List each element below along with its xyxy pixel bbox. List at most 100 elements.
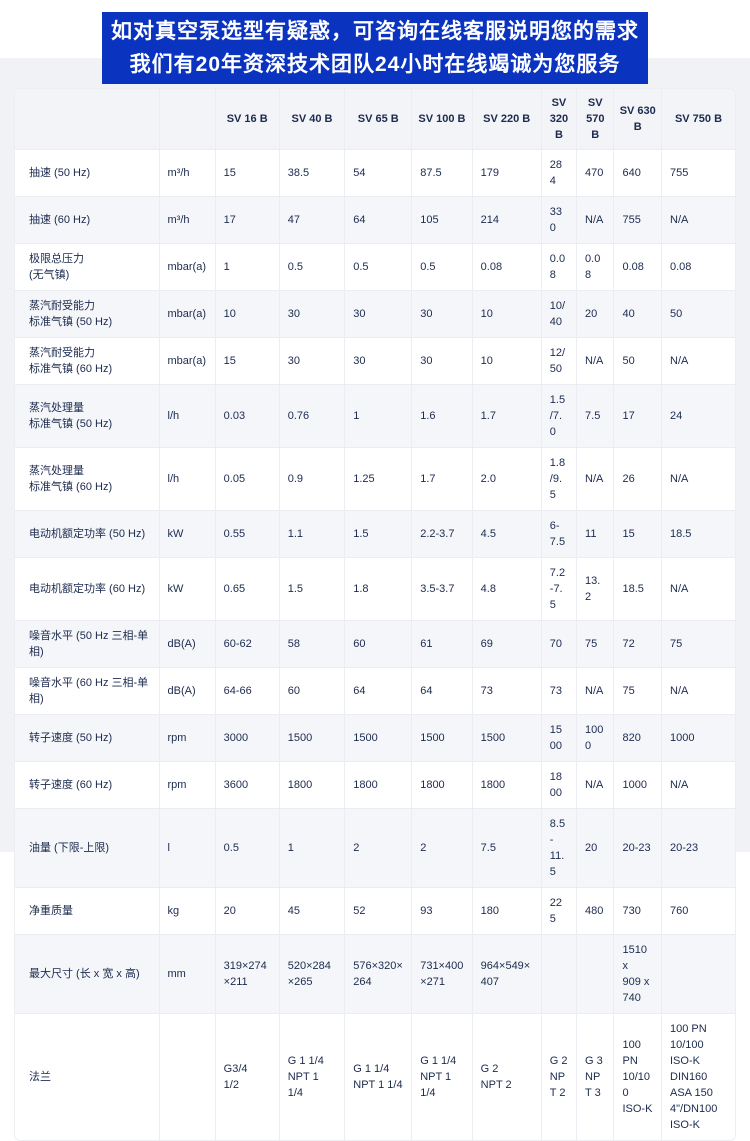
value-cell: 760 <box>661 887 735 935</box>
value-cell: N/A <box>661 196 735 244</box>
value-cell: 2 <box>411 808 473 888</box>
value-cell: 3000 <box>214 714 280 762</box>
value-cell: 2.2-3.7 <box>411 510 473 558</box>
value-cell: 20 <box>576 290 615 338</box>
value-cell: 1.8/9.5 <box>540 447 578 511</box>
value-cell: 20-23 <box>661 808 735 888</box>
value-cell: 12/50 <box>540 337 578 385</box>
value-cell: 75 <box>661 620 735 668</box>
value-cell: 8.5- 11.5 <box>540 808 578 888</box>
table-row: 蒸汽耐受能力 标准气镇 (50 Hz) mbar(a) 10 30 30 30 10 10/4… <box>15 290 735 338</box>
value-cell: 47 <box>278 196 346 244</box>
promo-banner-line1: 如对真空泵选型有疑惑，可咨询在线客服说明您的需求 <box>111 20 639 43</box>
value-cell: 731×400×271 <box>411 934 473 1014</box>
value-cell: 20-23 <box>613 808 662 888</box>
value-cell: 0.55 <box>214 510 280 558</box>
value-cell: 64-66 <box>214 667 280 715</box>
value-cell: 11 <box>576 510 615 558</box>
value-cell <box>576 934 615 1014</box>
value-cell: N/A <box>661 761 735 809</box>
value-cell: 0.08 <box>540 243 578 291</box>
unit-cell: rpm <box>158 714 216 762</box>
row-label: 蒸汽耐受能力 标准气镇 (60 Hz) <box>15 337 160 385</box>
value-cell: 10 <box>214 290 280 338</box>
column-header: SV 220 B <box>471 89 542 150</box>
value-cell: 2.0 <box>471 447 542 511</box>
value-cell: 64 <box>411 667 473 715</box>
value-cell: 20 <box>214 887 280 935</box>
value-cell: 75 <box>613 667 662 715</box>
value-cell: N/A <box>576 447 615 511</box>
value-cell: 30 <box>278 290 346 338</box>
value-cell: G3/4 1/2 <box>214 1013 280 1140</box>
value-cell: 50 <box>613 337 662 385</box>
table-row: 噪音水平 (50 Hz 三相-单相) dB(A) 60-62 58 60 61 69 70 75… <box>15 620 735 668</box>
value-cell: 0.05 <box>214 447 280 511</box>
value-cell: 1500 <box>411 714 473 762</box>
column-header: SV 16 B <box>214 89 280 150</box>
value-cell: 54 <box>344 149 413 197</box>
value-cell: 1500 <box>540 714 578 762</box>
value-cell: 820 <box>613 714 662 762</box>
value-cell: 17 <box>613 384 662 448</box>
table-row: 油量 (下限-上限) l 0.5 1 2 2 7.5 8.5- 11.5 20 20-23 20-2… <box>15 808 735 888</box>
value-cell: 225 <box>540 887 578 935</box>
unit-cell: rpm <box>158 761 216 809</box>
row-label: 极限总压力 (无气镇) <box>15 243 160 291</box>
value-cell: 480 <box>576 887 615 935</box>
header-empty-cell <box>15 89 160 150</box>
unit-cell: dB(A) <box>158 667 216 715</box>
value-cell: 61 <box>411 620 473 668</box>
value-cell: 1800 <box>540 761 578 809</box>
value-cell: 20 <box>576 808 615 888</box>
value-cell: 1.5 <box>278 557 346 621</box>
table-row: 电动机额定功率 (50 Hz) kW 0.55 1.1 1.5 2.2-3.7 4.5 6-7… <box>15 510 735 558</box>
unit-cell: mbar(a) <box>158 290 216 338</box>
value-cell: G 1 1/4 NPT 1 1/4 <box>344 1013 413 1140</box>
value-cell: 10 <box>471 290 542 338</box>
value-cell: 1.1 <box>278 510 346 558</box>
value-cell: 93 <box>411 887 473 935</box>
value-cell: 1500 <box>344 714 413 762</box>
value-cell: 0.76 <box>278 384 346 448</box>
value-cell: 330 <box>540 196 578 244</box>
unit-cell: mbar(a) <box>158 243 216 291</box>
value-cell: 1000 <box>576 714 615 762</box>
value-cell: 58 <box>278 620 346 668</box>
value-cell: 15 <box>214 337 280 385</box>
value-cell: 60 <box>278 667 346 715</box>
value-cell: 105 <box>411 196 473 244</box>
column-header: SV 630 B <box>613 89 662 150</box>
value-cell: 1800 <box>344 761 413 809</box>
value-cell: 1510 x 909 x 740 <box>613 934 662 1014</box>
value-cell: 964×549×407 <box>471 934 542 1014</box>
value-cell: 2 <box>344 808 413 888</box>
table-row: 抽速 (60 Hz) m³/h 17 47 64 105 214 330 N/A 755 N/A <box>15 196 735 244</box>
value-cell: G 1 1/4 NPT 1 1/4 <box>411 1013 473 1140</box>
value-cell: 1800 <box>471 761 542 809</box>
value-cell: 13.2 <box>576 557 615 621</box>
value-cell: N/A <box>576 337 615 385</box>
row-label: 油量 (下限-上限) <box>15 808 160 888</box>
value-cell: 180 <box>471 887 542 935</box>
column-header: SV 40 B <box>278 89 346 150</box>
value-cell: 730 <box>613 887 662 935</box>
value-cell: 1.7 <box>471 384 542 448</box>
value-cell: 72 <box>613 620 662 668</box>
value-cell <box>540 934 578 1014</box>
table-row: 转子速度 (50 Hz) rpm 3000 1500 1500 1500 1500 1500 1… <box>15 714 735 762</box>
unit-cell: kW <box>158 510 216 558</box>
value-cell: 0.5 <box>344 243 413 291</box>
value-cell: N/A <box>661 447 735 511</box>
unit-cell: m³/h <box>158 196 216 244</box>
column-header: SV 750 B <box>661 89 735 150</box>
value-cell: 1.8 <box>344 557 413 621</box>
value-cell: N/A <box>661 337 735 385</box>
value-cell: 1 <box>278 808 346 888</box>
value-cell: 24 <box>661 384 735 448</box>
column-header: SV 320 B <box>540 89 578 150</box>
row-label: 蒸汽处理量 标准气镇 (60 Hz) <box>15 447 160 511</box>
row-label: 蒸汽处理量 标准气镇 (50 Hz) <box>15 384 160 448</box>
value-cell: 30 <box>411 290 473 338</box>
value-cell: 10 <box>471 337 542 385</box>
